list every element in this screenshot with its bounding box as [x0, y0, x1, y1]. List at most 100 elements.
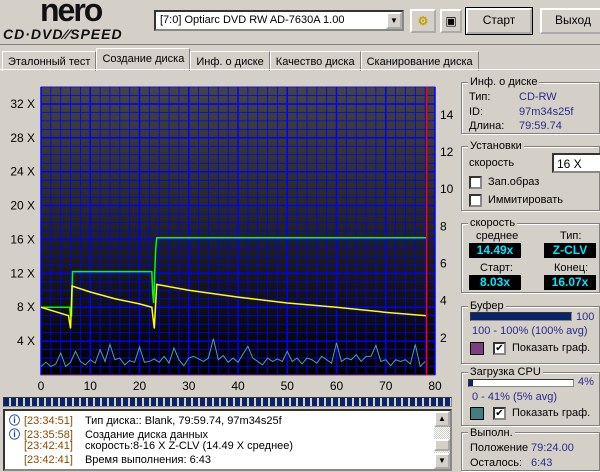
speed-type-label: Тип: [560, 230, 582, 242]
y-right-tick-label: 12 [440, 145, 454, 159]
floppy-icon: ▣ [445, 14, 457, 28]
refresh-drives-button[interactable]: ⚙ [410, 9, 436, 33]
rotation-series-line [40, 283, 427, 329]
log-scrollbar[interactable]: ▲ ▼ [434, 411, 450, 469]
buffer-value: 100 [576, 311, 595, 323]
y-left-tick-label: 8 X [17, 300, 35, 314]
log-list: ⓘ [23:34:51] Тип диска:: Blank, 79:59.74, … [3, 409, 452, 471]
speed-setting-label: скорость [469, 157, 515, 169]
log-time: [23:34:51] [24, 415, 73, 427]
y-right-tick-label: 14 [440, 108, 454, 122]
log-entry: [23:42:41] Время выполнения: 6:43 [9, 454, 211, 466]
cpu-show-graph-checkbox[interactable]: ✔ [493, 407, 506, 420]
cpu-title: Загрузка CPU [468, 366, 543, 378]
nero-logo: nero [40, 0, 103, 28]
scroll-down-button[interactable]: ▼ [434, 453, 450, 469]
drive-select[interactable]: [7:0] Optiarc DVD RW AD-7630A 1.00 ▼ [154, 10, 404, 31]
info-icon: ⓘ [9, 415, 20, 427]
scroll-thumb[interactable] [434, 439, 450, 451]
log-time: [23:42:41] [24, 454, 73, 466]
start-button[interactable]: Старт [465, 7, 533, 35]
log-entry: [23:42:41] скорость:8-16 X Z-CLV (14.49 X… [9, 440, 293, 452]
log-text: Тип диска:: Blank, 79:59.74, 97m34s25f [84, 415, 282, 427]
remaining-value: 6:43 [531, 457, 553, 469]
end-speed-label: Конец: [554, 262, 589, 274]
tab-benchmark[interactable]: Эталонный тест [2, 51, 97, 71]
disc-length-label: Длина: [469, 120, 505, 132]
tab-bar: Эталонный тест Создание диска Инф. о дис… [2, 48, 479, 71]
cpu-value: 4% [578, 376, 594, 388]
exit-button[interactable]: Выход [540, 8, 600, 34]
y-right-tick-label: 8 [440, 219, 447, 233]
start-speed-label: Старт: [480, 262, 513, 274]
x-tick-label: 20 [133, 379, 147, 393]
cpu-range: 0 - 41% (5% avg) [472, 391, 557, 403]
info-icon: ⓘ [9, 429, 20, 441]
image-label: Зап.образ [488, 176, 540, 188]
x-tick-label: 0 [38, 379, 45, 393]
x-tick-label: 40 [231, 379, 245, 393]
end-speed-display: 16.07x [544, 275, 596, 290]
y-left-tick-label: 4 X [17, 334, 35, 348]
avg-speed-display: 14.49x [469, 243, 521, 258]
y-right-tick-label: 2 [440, 331, 447, 345]
speed-select-value: 16 X [557, 157, 582, 171]
y-left-tick-label: 32 X [10, 97, 35, 111]
tab-scan-disc[interactable]: Сканирование диска [360, 51, 479, 71]
x-tick-label: 50 [281, 379, 295, 393]
cpu-color-swatch[interactable] [470, 407, 484, 420]
x-tick-label: 30 [182, 379, 196, 393]
progress-title: Выполн. [468, 427, 515, 439]
disc-type-value: CD-RW [519, 91, 557, 103]
settings-group: Установки скорость 16 X Зап.образ Иммити… [461, 140, 600, 211]
x-tick-label: 10 [84, 379, 98, 393]
disc-id-label: ID: [469, 106, 484, 118]
y-left-tick-label: 16 X [10, 232, 35, 246]
buffer-color-swatch[interactable] [470, 342, 484, 355]
tab-disc-quality[interactable]: Качество диска [269, 51, 361, 71]
speed-select[interactable]: 16 X [552, 153, 600, 173]
tab-disc-info[interactable]: Инф. о диске [190, 51, 270, 71]
tab-create-disc[interactable]: Создание диска [96, 48, 191, 71]
disc-info-group: Инф. о диске Тип: CD-RW ID: 97m34s25f Дл… [461, 76, 600, 134]
chevron-down-icon[interactable]: ▼ [386, 12, 402, 29]
cpu-bar [468, 379, 574, 387]
log-time: [23:35:58] [24, 429, 73, 441]
buffer-group: Буфер 100 100 - 100% (100% avg) ✔ Показа… [461, 300, 600, 364]
x-tick-label: 70 [379, 379, 393, 393]
y-left-tick-label: 12 X [10, 266, 35, 280]
cpu-series-line [40, 338, 426, 368]
log-text: Время выполнения: 6:43 [84, 454, 211, 466]
scroll-up-button[interactable]: ▲ [434, 411, 450, 427]
drives-icon: ⚙ [417, 14, 429, 28]
cpu-group: Загрузка CPU 4% 0 - 41% (5% avg) ✔ Показ… [461, 366, 600, 426]
y-right-tick-label: 6 [440, 257, 447, 271]
position-label: Положение [470, 442, 529, 454]
log-text: Создание диска данных [84, 429, 208, 441]
y-left-tick-label: 28 X [10, 131, 35, 145]
image-checkbox[interactable] [469, 176, 482, 189]
disc-info-title: Инф. о диске [468, 76, 540, 88]
buffer-bar [470, 312, 572, 321]
avg-speed-label: среднее [476, 230, 519, 242]
position-value: 79:24.00 [531, 442, 574, 454]
disc-id-value: 97m34s25f [519, 106, 574, 118]
speed-group: скорость среднее 14.49x Тип: Z-CLV Старт… [461, 217, 600, 293]
log-entry: ⓘ [23:34:51] Тип диска:: Blank, 79:59.74, … [9, 412, 282, 428]
disc-type-label: Тип: [469, 91, 491, 103]
y-left-tick-label: 24 X [10, 165, 35, 179]
log-time: [23:42:41] [24, 440, 73, 452]
simulate-checkbox[interactable] [469, 194, 482, 207]
buffer-show-graph-label: Показать граф. [512, 342, 591, 354]
x-tick-label: 60 [330, 379, 344, 393]
simulate-label: Иммитировать [488, 194, 563, 206]
disc-length-value: 79:59.74 [519, 120, 562, 132]
buffer-title: Буфер [468, 300, 506, 312]
save-button[interactable]: ▣ [440, 9, 462, 33]
x-tick-label: 80 [428, 379, 442, 393]
cd-dvd-speed-logo: CD·DVD⁄⁄SPEED [3, 26, 123, 42]
y-left-tick-label: 20 X [10, 199, 35, 213]
y-right-tick-label: 4 [440, 294, 447, 308]
cpu-show-graph-label: Показать граф. [512, 407, 591, 419]
buffer-show-graph-checkbox[interactable]: ✔ [493, 342, 506, 355]
